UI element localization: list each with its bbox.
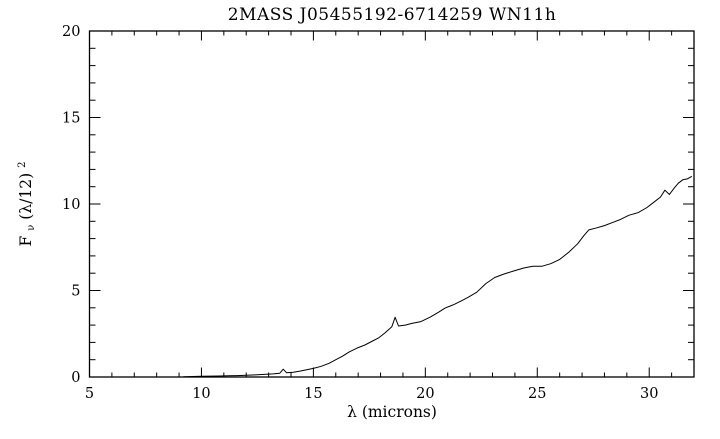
x-tick-label: 10 [192,386,210,402]
y-tick-label: 15 [62,111,80,127]
y-label-F: F [17,235,35,246]
spectrum-polyline [183,175,693,378]
x-tick-label: 20 [416,386,434,402]
y-label-nu-subscript: ν [26,225,37,231]
x-axis-label: λ (microns) [347,403,437,421]
x-tick-label: 15 [304,386,322,402]
y-tick-label: 20 [62,24,80,40]
chart-title: 2MASS J05455192-6714259 WN11h [228,5,557,25]
x-tick-label: 30 [640,386,658,402]
y-tick-label: 5 [71,284,80,300]
y-tick-label: 10 [62,197,80,213]
x-tick-label: 5 [85,386,94,402]
y-label-lambda-term: (λ/12) [17,173,35,220]
y-tick-label: 0 [71,370,80,386]
y-axis-label: F ν (λ/12) 2 [17,162,38,247]
spectrum-line [183,175,693,378]
x-tick-label: 25 [528,386,546,402]
plot-frame [88,30,695,378]
axis-ticks [89,30,695,378]
y-label-exponent: 2 [17,162,28,168]
